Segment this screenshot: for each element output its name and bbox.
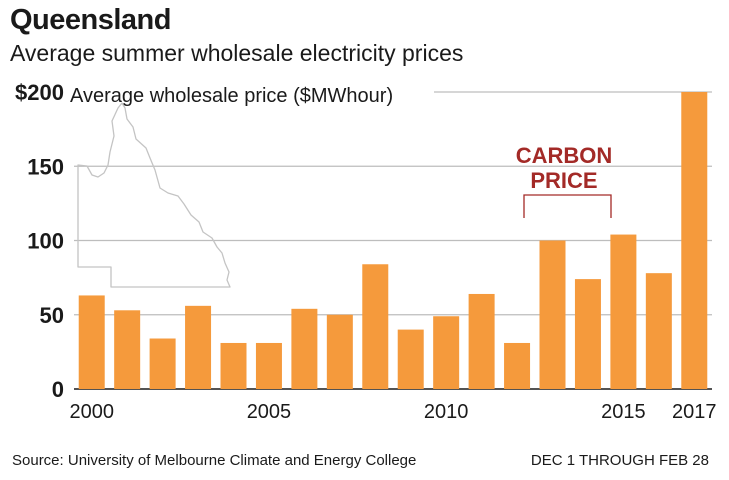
bar-2011 bbox=[468, 293, 495, 389]
y-tick-label: 50 bbox=[40, 303, 64, 328]
source-note: Source: University of Melbourne Climate … bbox=[12, 452, 417, 469]
x-tick-labels: 2000 2005 2010 2015 2017 bbox=[69, 401, 716, 423]
bar-2017 bbox=[681, 92, 708, 389]
bar-2005 bbox=[255, 342, 282, 389]
x-tick-label: 2005 bbox=[247, 401, 292, 423]
bar-2001 bbox=[114, 310, 141, 389]
x-tick-label: 2015 bbox=[601, 401, 646, 423]
bar-2000 bbox=[78, 295, 105, 389]
y-tick-label: 100 bbox=[27, 229, 64, 254]
annotation-label-line2: PRICE bbox=[530, 168, 597, 193]
annotation-bracket bbox=[523, 194, 612, 218]
carbon-price-annotation: CARBON PRICE bbox=[516, 143, 613, 218]
annotation-label-line1: CARBON bbox=[516, 143, 613, 168]
y-tick-label: $200 bbox=[15, 80, 64, 105]
bar-2004 bbox=[220, 342, 247, 389]
x-tick-label: 2010 bbox=[424, 401, 469, 423]
chart-title: Queensland bbox=[10, 4, 172, 36]
period-note: DEC 1 THROUGH FEB 28 bbox=[530, 452, 709, 469]
bar-2002 bbox=[149, 338, 176, 389]
bars bbox=[78, 92, 708, 389]
chart-subtitle: Average summer wholesale electricity pri… bbox=[10, 40, 464, 66]
bar-2006 bbox=[291, 308, 318, 389]
bar-2009 bbox=[397, 329, 424, 389]
bar-2012 bbox=[504, 342, 531, 389]
x-tick-label: 2017 bbox=[672, 401, 717, 423]
bar-2010 bbox=[433, 316, 460, 389]
y-tick-label: 0 bbox=[52, 377, 64, 402]
bar-2008 bbox=[362, 264, 389, 389]
queensland-map-icon bbox=[77, 102, 231, 288]
bar-2015 bbox=[610, 234, 637, 389]
y-axis-label: Average wholesale price ($MWhour) bbox=[70, 85, 393, 107]
bar-2013 bbox=[539, 240, 566, 389]
bar-2016 bbox=[645, 273, 672, 389]
y-tick-labels: 0 50 100 150 $200 bbox=[15, 80, 64, 402]
bar-2007 bbox=[326, 314, 353, 389]
y-tick-label: 150 bbox=[27, 154, 64, 179]
gridlines bbox=[74, 91, 712, 390]
bar-2014 bbox=[574, 279, 601, 389]
x-tick-label: 2000 bbox=[69, 401, 114, 423]
bar-2003 bbox=[185, 305, 212, 389]
